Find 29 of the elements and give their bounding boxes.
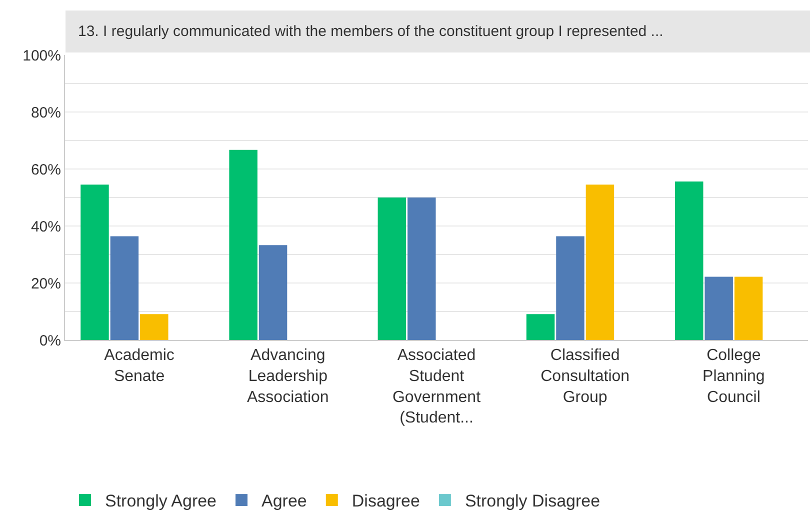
legend-label: Strongly Disagree (464, 492, 600, 511)
bar (229, 150, 258, 340)
y-tick-label: 0% (39, 332, 61, 350)
x-tick-label: College Planning Council (702, 347, 765, 406)
x-tick-label: Academic Senate (104, 347, 174, 385)
bar (556, 236, 584, 340)
legend-label: Strongly Agree (105, 492, 217, 511)
y-tick-label: 100% (22, 47, 61, 64)
legend-label: Agree (262, 492, 307, 511)
chart-title: 13. I regularly communicated with the members of the constituent group I represented ... (78, 23, 664, 40)
bar (704, 276, 733, 340)
legend-label: Disagree (352, 492, 420, 511)
x-tick-label: Advancing Leadership Association (246, 347, 329, 406)
x-tick-label: Associated Student Government (Student... (392, 347, 482, 427)
y-tick-label: 40% (30, 218, 61, 236)
bar (734, 276, 763, 340)
bar (378, 198, 406, 340)
y-tick-label: 20% (30, 275, 61, 292)
bar (586, 184, 614, 340)
bar (258, 245, 288, 340)
bar (110, 236, 139, 340)
bar (526, 314, 555, 340)
bar (140, 314, 168, 340)
y-tick-label: 80% (30, 104, 61, 122)
bar (80, 184, 109, 340)
y-tick-label: 60% (30, 161, 61, 178)
bar (408, 198, 436, 340)
bar (675, 182, 704, 340)
x-tick-label: Classified Consultation Group (540, 347, 630, 406)
